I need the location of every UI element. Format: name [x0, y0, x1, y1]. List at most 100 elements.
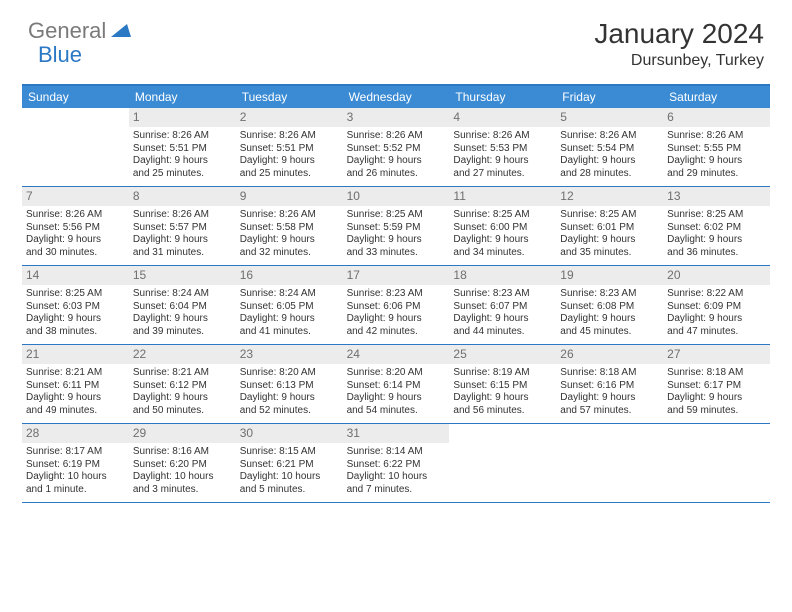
daylight-text: and 29 minutes. [667, 168, 766, 181]
daylight-text: Daylight: 9 hours [453, 155, 552, 168]
sunset-text: Sunset: 5:59 PM [347, 222, 446, 235]
sunset-text: Sunset: 6:17 PM [667, 380, 766, 393]
day-number: 21 [22, 345, 129, 364]
day-cell: 3Sunrise: 8:26 AMSunset: 5:52 PMDaylight… [343, 108, 450, 186]
sunrise-text: Sunrise: 8:19 AM [453, 367, 552, 380]
day-cell: 12Sunrise: 8:25 AMSunset: 6:01 PMDayligh… [556, 187, 663, 265]
day-cell: 22Sunrise: 8:21 AMSunset: 6:12 PMDayligh… [129, 345, 236, 423]
day-number: 4 [449, 108, 556, 127]
day-number: 29 [129, 424, 236, 443]
day-header-tuesday: Tuesday [236, 86, 343, 108]
sunset-text: Sunset: 6:19 PM [26, 459, 125, 472]
daylight-text: and 54 minutes. [347, 405, 446, 418]
sunrise-text: Sunrise: 8:26 AM [667, 130, 766, 143]
sunrise-text: Sunrise: 8:16 AM [133, 446, 232, 459]
logo: General [28, 18, 133, 44]
daylight-text: and 1 minute. [26, 484, 125, 497]
day-number: 16 [236, 266, 343, 285]
week-row: 14Sunrise: 8:25 AMSunset: 6:03 PMDayligh… [22, 266, 770, 345]
day-number: 6 [663, 108, 770, 127]
day-cell-empty [556, 424, 663, 502]
daylight-text: Daylight: 9 hours [347, 155, 446, 168]
day-number: 13 [663, 187, 770, 206]
logo-word-blue: Blue [38, 42, 82, 67]
day-cell: 31Sunrise: 8:14 AMSunset: 6:22 PMDayligh… [343, 424, 450, 502]
sunset-text: Sunset: 5:51 PM [240, 143, 339, 156]
header: General January 2024 Dursunbey, Turkey [0, 0, 792, 78]
sunrise-text: Sunrise: 8:24 AM [240, 288, 339, 301]
day-number: 14 [22, 266, 129, 285]
day-cell: 4Sunrise: 8:26 AMSunset: 5:53 PMDaylight… [449, 108, 556, 186]
sunrise-text: Sunrise: 8:20 AM [240, 367, 339, 380]
day-header-monday: Monday [129, 86, 236, 108]
sunset-text: Sunset: 5:55 PM [667, 143, 766, 156]
daylight-text: and 34 minutes. [453, 247, 552, 260]
day-cell: 2Sunrise: 8:26 AMSunset: 5:51 PMDaylight… [236, 108, 343, 186]
logo-word-general: General [28, 18, 106, 44]
sunrise-text: Sunrise: 8:25 AM [26, 288, 125, 301]
week-row: 21Sunrise: 8:21 AMSunset: 6:11 PMDayligh… [22, 345, 770, 424]
daylight-text: and 42 minutes. [347, 326, 446, 339]
day-cell-empty [22, 108, 129, 186]
sunrise-text: Sunrise: 8:26 AM [133, 130, 232, 143]
daylight-text: Daylight: 9 hours [133, 234, 232, 247]
daylight-text: Daylight: 9 hours [240, 234, 339, 247]
day-cell: 9Sunrise: 8:26 AMSunset: 5:58 PMDaylight… [236, 187, 343, 265]
daylight-text: and 41 minutes. [240, 326, 339, 339]
day-cell: 14 Sunrise: 8:25 AMSunset: 6:03 PMDayligh… [22, 266, 129, 344]
daylight-text: and 45 minutes. [560, 326, 659, 339]
daylight-text: and 38 minutes. [26, 326, 125, 339]
daylight-text: Daylight: 9 hours [26, 313, 125, 326]
daylight-text: Daylight: 9 hours [667, 313, 766, 326]
sunrise-text: Sunrise: 8:26 AM [240, 209, 339, 222]
day-cell: 21Sunrise: 8:21 AMSunset: 6:11 PMDayligh… [22, 345, 129, 423]
daylight-text: and 36 minutes. [667, 247, 766, 260]
day-cell: 17Sunrise: 8:23 AMSunset: 6:06 PMDayligh… [343, 266, 450, 344]
daylight-text: and 27 minutes. [453, 168, 552, 181]
day-cell: 30Sunrise: 8:15 AMSunset: 6:21 PMDayligh… [236, 424, 343, 502]
day-number: 8 [129, 187, 236, 206]
daylight-text: Daylight: 9 hours [347, 392, 446, 405]
daylight-text: and 30 minutes. [26, 247, 125, 260]
day-cell: 6 Sunrise: 8:26 AMSunset: 5:55 PMDaylight… [663, 108, 770, 186]
day-number: 25 [449, 345, 556, 364]
day-number: 24 [343, 345, 450, 364]
calendar: SundayMondayTuesdayWednesdayThursdayFrid… [22, 84, 770, 503]
sunset-text: Sunset: 6:09 PM [667, 301, 766, 314]
location: Dursunbey, Turkey [594, 52, 764, 70]
daylight-text: Daylight: 9 hours [560, 234, 659, 247]
sunrise-text: Sunrise: 8:25 AM [667, 209, 766, 222]
daylight-text: Daylight: 9 hours [133, 392, 232, 405]
sunrise-text: Sunrise: 8:25 AM [560, 209, 659, 222]
sunset-text: Sunset: 6:04 PM [133, 301, 232, 314]
daylight-text: and 44 minutes. [453, 326, 552, 339]
sunset-text: Sunset: 6:22 PM [347, 459, 446, 472]
daylight-text: Daylight: 10 hours [240, 471, 339, 484]
day-cell: 7Sunrise: 8:26 AMSunset: 5:56 PMDaylight… [22, 187, 129, 265]
day-number: 31 [343, 424, 450, 443]
daylight-text: Daylight: 9 hours [453, 234, 552, 247]
daylight-text: and 56 minutes. [453, 405, 552, 418]
sunset-text: Sunset: 6:07 PM [453, 301, 552, 314]
day-number: 5 [556, 108, 663, 127]
day-number: 15 [129, 266, 236, 285]
daylight-text: and 47 minutes. [667, 326, 766, 339]
day-number: 2 [236, 108, 343, 127]
day-header-friday: Friday [556, 86, 663, 108]
sunset-text: Sunset: 5:51 PM [133, 143, 232, 156]
day-cell: 23Sunrise: 8:20 AMSunset: 6:13 PMDayligh… [236, 345, 343, 423]
sunset-text: Sunset: 6:14 PM [347, 380, 446, 393]
daylight-text: Daylight: 9 hours [240, 313, 339, 326]
daylight-text: Daylight: 10 hours [26, 471, 125, 484]
daylight-text: and 49 minutes. [26, 405, 125, 418]
daylight-text: and 59 minutes. [667, 405, 766, 418]
sunset-text: Sunset: 6:02 PM [667, 222, 766, 235]
day-number: 11 [449, 187, 556, 206]
daylight-text: Daylight: 10 hours [133, 471, 232, 484]
day-cell-empty [449, 424, 556, 502]
sunrise-text: Sunrise: 8:26 AM [560, 130, 659, 143]
daylight-text: Daylight: 9 hours [667, 155, 766, 168]
daylight-text: and 39 minutes. [133, 326, 232, 339]
sunset-text: Sunset: 6:03 PM [26, 301, 125, 314]
title-block: January 2024 Dursunbey, Turkey [594, 18, 764, 70]
